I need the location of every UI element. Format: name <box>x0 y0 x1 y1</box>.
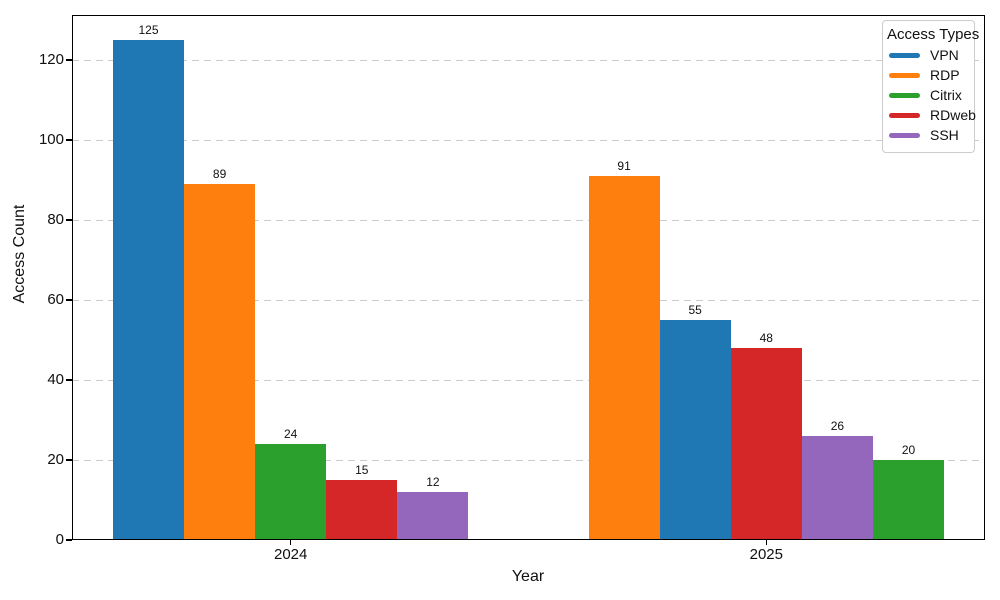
x-tick-mark <box>290 540 292 545</box>
legend-swatch-ssh <box>889 132 920 138</box>
legend: Access Types VPN RDP Citrix RDweb SSH <box>882 20 980 153</box>
x-tick-mark <box>765 540 767 545</box>
gridlines-layer <box>72 15 985 540</box>
bar-value-label: 15 <box>355 463 369 477</box>
x-tick-label-2024: 2024 <box>274 546 308 563</box>
gridline-y-60 <box>72 299 985 301</box>
y-tick-label-40: 40 <box>47 371 64 388</box>
legend-item-rdp: RDP <box>887 65 970 85</box>
legend-swatch-citrix <box>889 92 920 98</box>
plot-area: 125 89 24 15 12 91 55 48 26 20 <box>72 15 985 540</box>
legend-item-label: RDweb <box>930 107 976 123</box>
bar-2025-ssh <box>801 436 873 540</box>
legend-item-ssh: SSH <box>887 125 970 145</box>
bar-2024-rdp <box>184 184 256 540</box>
legend-swatch-rdp <box>889 72 920 78</box>
y-tick-label-0: 0 <box>55 531 64 548</box>
y-tick-label-120: 120 <box>38 51 64 68</box>
bar-2025-rdweb <box>730 348 802 540</box>
legend-item-citrix: Citrix <box>887 85 970 105</box>
bar-2024-rdweb <box>326 480 398 540</box>
y-tick-mark <box>66 539 72 541</box>
bar-value-label: 26 <box>830 419 845 433</box>
bar-2024-vpn <box>112 40 185 540</box>
bar-2024-citrix <box>255 444 327 540</box>
y-tick-label-100: 100 <box>38 131 64 148</box>
y-tick-mark <box>66 379 72 381</box>
x-tick-label-2025: 2025 <box>749 546 783 563</box>
y-tick-mark <box>66 299 72 301</box>
bar-value-label: 24 <box>284 427 298 441</box>
bar-2025-rdp <box>588 176 660 540</box>
bar-2025-citrix <box>872 460 945 540</box>
gridline-y-100 <box>72 139 985 141</box>
y-tick-label-60: 60 <box>47 291 64 308</box>
gridline-y-120 <box>72 59 985 61</box>
bar-value-label: 89 <box>212 167 227 181</box>
y-tick-mark <box>66 139 72 141</box>
bar-2024-ssh <box>397 492 469 540</box>
legend-item-label: Citrix <box>930 87 962 103</box>
y-tick-label-20: 20 <box>47 451 64 468</box>
y-tick-label-80: 80 <box>47 211 64 228</box>
x-axis-label: Year <box>511 568 545 585</box>
bar-value-label: 12 <box>426 475 440 489</box>
legend-item-rdweb: RDweb <box>887 105 976 125</box>
legend-items: VPN RDP Citrix RDweb SSH <box>887 45 976 145</box>
legend-item-label: SSH <box>930 127 959 143</box>
y-tick-mark <box>66 219 72 221</box>
y-tick-mark <box>66 59 72 61</box>
bar-value-label: 55 <box>688 303 702 317</box>
bars-layer: 125 89 24 15 12 91 55 48 26 20 <box>72 15 985 540</box>
bar-value-label: 91 <box>617 159 631 173</box>
legend-item-label: RDP <box>930 67 960 83</box>
gridline-y-20 <box>72 459 985 461</box>
gridline-y-40 <box>72 379 985 381</box>
bar-2025-vpn <box>659 320 731 540</box>
bar-value-label: 48 <box>759 331 773 345</box>
legend-title: Access Types <box>887 26 980 43</box>
legend-item-vpn: VPN <box>887 45 970 65</box>
legend-item-label: VPN <box>930 47 959 63</box>
legend-swatch-rdweb <box>889 112 920 118</box>
bar-value-label: 20 <box>901 443 916 457</box>
y-tick-mark <box>66 459 72 461</box>
legend-swatch-vpn <box>889 52 920 58</box>
bar-value-label: 125 <box>138 23 159 37</box>
y-axis-label: Access Count <box>11 204 28 304</box>
gridline-y-80 <box>72 219 985 221</box>
